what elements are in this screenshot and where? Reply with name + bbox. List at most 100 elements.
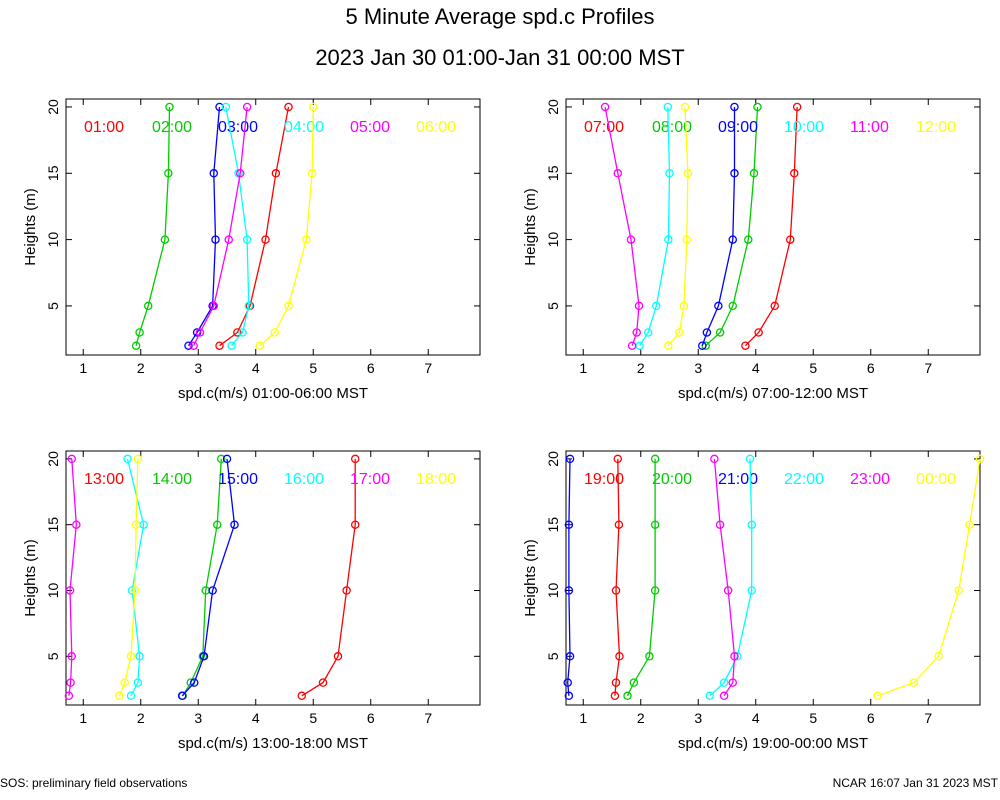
x-tick-label: 1 <box>579 710 587 726</box>
legend-label: 22:00 <box>784 471 824 488</box>
data-point <box>211 235 220 244</box>
legend-label: 11:00 <box>850 119 889 136</box>
y-tick-label: 15 <box>545 517 561 533</box>
data-point <box>747 520 756 529</box>
data-point <box>615 652 624 661</box>
data-point <box>565 652 575 661</box>
data-point <box>965 520 974 529</box>
data-point <box>747 586 756 595</box>
data-point <box>715 520 725 529</box>
data-point <box>723 586 733 595</box>
y-tick-label: 5 <box>545 302 561 310</box>
data-point <box>664 235 673 244</box>
data-point <box>67 652 77 661</box>
data-point <box>233 328 242 337</box>
legend-label: 02:00 <box>152 119 192 136</box>
data-point <box>212 520 222 529</box>
data-point <box>975 454 985 464</box>
x-axis-label: spd.c(m/s) 13:00-18:00 MST <box>178 735 368 752</box>
panel-2: 1 2 3 4 5 6 7 5 10 15 20 spd.c(m/s) 07:00-12:00 MST… <box>522 98 981 402</box>
data-point <box>613 454 623 464</box>
x-tick-label: 6 <box>367 360 375 376</box>
data-point <box>600 102 610 112</box>
x-tick-label: 3 <box>194 360 202 376</box>
x-tick-label: 1 <box>579 360 587 376</box>
data-point <box>227 341 236 350</box>
y-tick-label: 20 <box>45 451 61 467</box>
y-tick-label: 10 <box>545 583 561 599</box>
data-point <box>730 169 739 178</box>
data-point <box>224 235 233 244</box>
data-point <box>792 102 802 112</box>
data-point <box>710 454 719 464</box>
legend-label: 01:00 <box>84 119 124 136</box>
legend-label: 17:00 <box>350 471 390 488</box>
data-point <box>130 586 140 595</box>
y-tick-label: 10 <box>45 232 61 248</box>
data-point <box>728 235 738 244</box>
data-point <box>613 169 623 178</box>
data-point <box>199 652 209 661</box>
y-axis-label: Heights (m) <box>22 188 39 266</box>
data-point <box>753 102 762 112</box>
y-tick-label: 5 <box>545 652 561 660</box>
chart-title: 5 Minute Average spd.c Profiles <box>345 4 655 29</box>
data-point <box>297 691 306 701</box>
series-line-0700 <box>744 106 798 347</box>
data-point <box>126 652 136 661</box>
data-point <box>714 301 723 311</box>
data-point <box>632 328 641 337</box>
x-tick-label: 4 <box>752 360 760 376</box>
series-line-1600 <box>126 458 145 697</box>
data-point <box>770 301 779 311</box>
data-point <box>66 678 75 687</box>
data-point <box>242 235 252 244</box>
data-point <box>715 328 725 337</box>
data-point <box>665 169 674 178</box>
x-tick-label: 7 <box>424 360 432 376</box>
data-point <box>165 102 174 112</box>
data-point <box>719 691 729 701</box>
data-point <box>733 652 742 661</box>
data-point <box>115 691 124 701</box>
data-point <box>307 169 317 178</box>
x-tick-label: 3 <box>694 710 702 726</box>
legend-label: 13:00 <box>84 471 124 488</box>
data-point <box>318 678 328 687</box>
data-point <box>610 691 620 701</box>
x-tick-label: 4 <box>252 360 260 376</box>
data-point <box>127 586 137 595</box>
data-point <box>754 328 763 337</box>
footer-timestamp: NCAR 16:07 Jan 31 2023 MST <box>832 776 998 790</box>
data-point <box>790 169 799 178</box>
data-point <box>209 301 219 311</box>
data-point <box>215 102 224 112</box>
x-tick-label: 4 <box>752 710 760 726</box>
data-point <box>909 678 919 687</box>
data-point <box>208 586 217 595</box>
series-line-1900 <box>614 458 621 696</box>
data-point <box>131 520 141 529</box>
data-point <box>719 678 729 687</box>
y-axis-label: Heights (m) <box>522 188 539 266</box>
y-tick-label: 20 <box>545 451 561 467</box>
data-point <box>209 169 219 178</box>
data-point <box>230 520 239 529</box>
x-tick-label: 2 <box>637 710 645 726</box>
x-tick-label: 3 <box>194 710 202 726</box>
data-point <box>270 328 279 337</box>
data-point <box>745 454 755 464</box>
x-tick-label: 2 <box>137 360 145 376</box>
x-tick-label: 2 <box>637 360 645 376</box>
data-point <box>702 328 712 337</box>
series-line-0000 <box>877 458 981 697</box>
data-point <box>284 301 293 311</box>
data-point <box>643 328 653 337</box>
data-point <box>261 235 270 244</box>
data-point <box>627 341 637 350</box>
data-point <box>160 235 170 244</box>
data-point <box>701 341 710 350</box>
legend-label: 00:00 <box>916 471 956 488</box>
legend-label: 08:00 <box>652 119 692 136</box>
data-point <box>284 102 293 112</box>
